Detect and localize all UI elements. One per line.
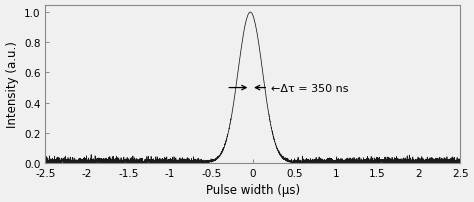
X-axis label: Pulse width (μs): Pulse width (μs) xyxy=(206,184,300,197)
Y-axis label: Intensity (a.u.): Intensity (a.u.) xyxy=(6,41,18,128)
Text: ←Δτ = 350 ns: ←Δτ = 350 ns xyxy=(255,83,348,93)
